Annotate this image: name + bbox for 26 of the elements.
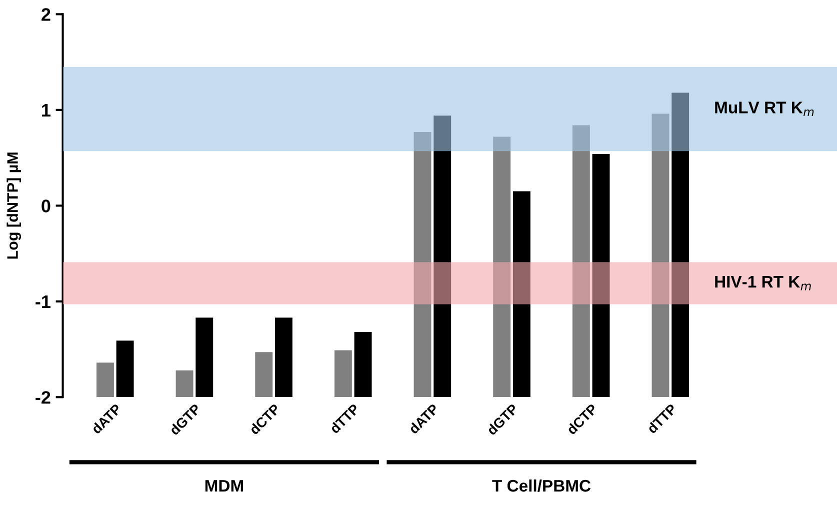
y-tick-label: 1: [42, 104, 50, 116]
band-label: HIV-1 RT K$_{m}$: [715, 276, 811, 290]
bar: [512, 191, 530, 398]
bar: [354, 332, 372, 398]
bar: [493, 136, 511, 398]
y-tick-label: 0: [42, 200, 50, 212]
bar: [434, 116, 452, 398]
bar: [196, 318, 214, 398]
y-tick-label: 2: [42, 8, 50, 21]
bar: [592, 154, 610, 398]
text: MDM: [205, 480, 243, 492]
bar: [652, 114, 670, 398]
bar: [672, 92, 690, 398]
y-tick-label: -2: [36, 391, 50, 404]
bar: [116, 340, 134, 398]
bar: [255, 352, 273, 398]
y-tick-label: -1: [36, 296, 50, 308]
bar: [274, 318, 292, 398]
y-axis-title: Log [dNTP] µM: [6, 152, 22, 259]
bar: [96, 362, 114, 398]
bar: [572, 125, 590, 398]
band-label: MuLV RT K$_{m}$: [715, 102, 814, 116]
bar: [414, 132, 432, 398]
text: T Cell/PBMC: [492, 479, 591, 492]
bar: [334, 350, 352, 398]
bar: [176, 370, 194, 398]
